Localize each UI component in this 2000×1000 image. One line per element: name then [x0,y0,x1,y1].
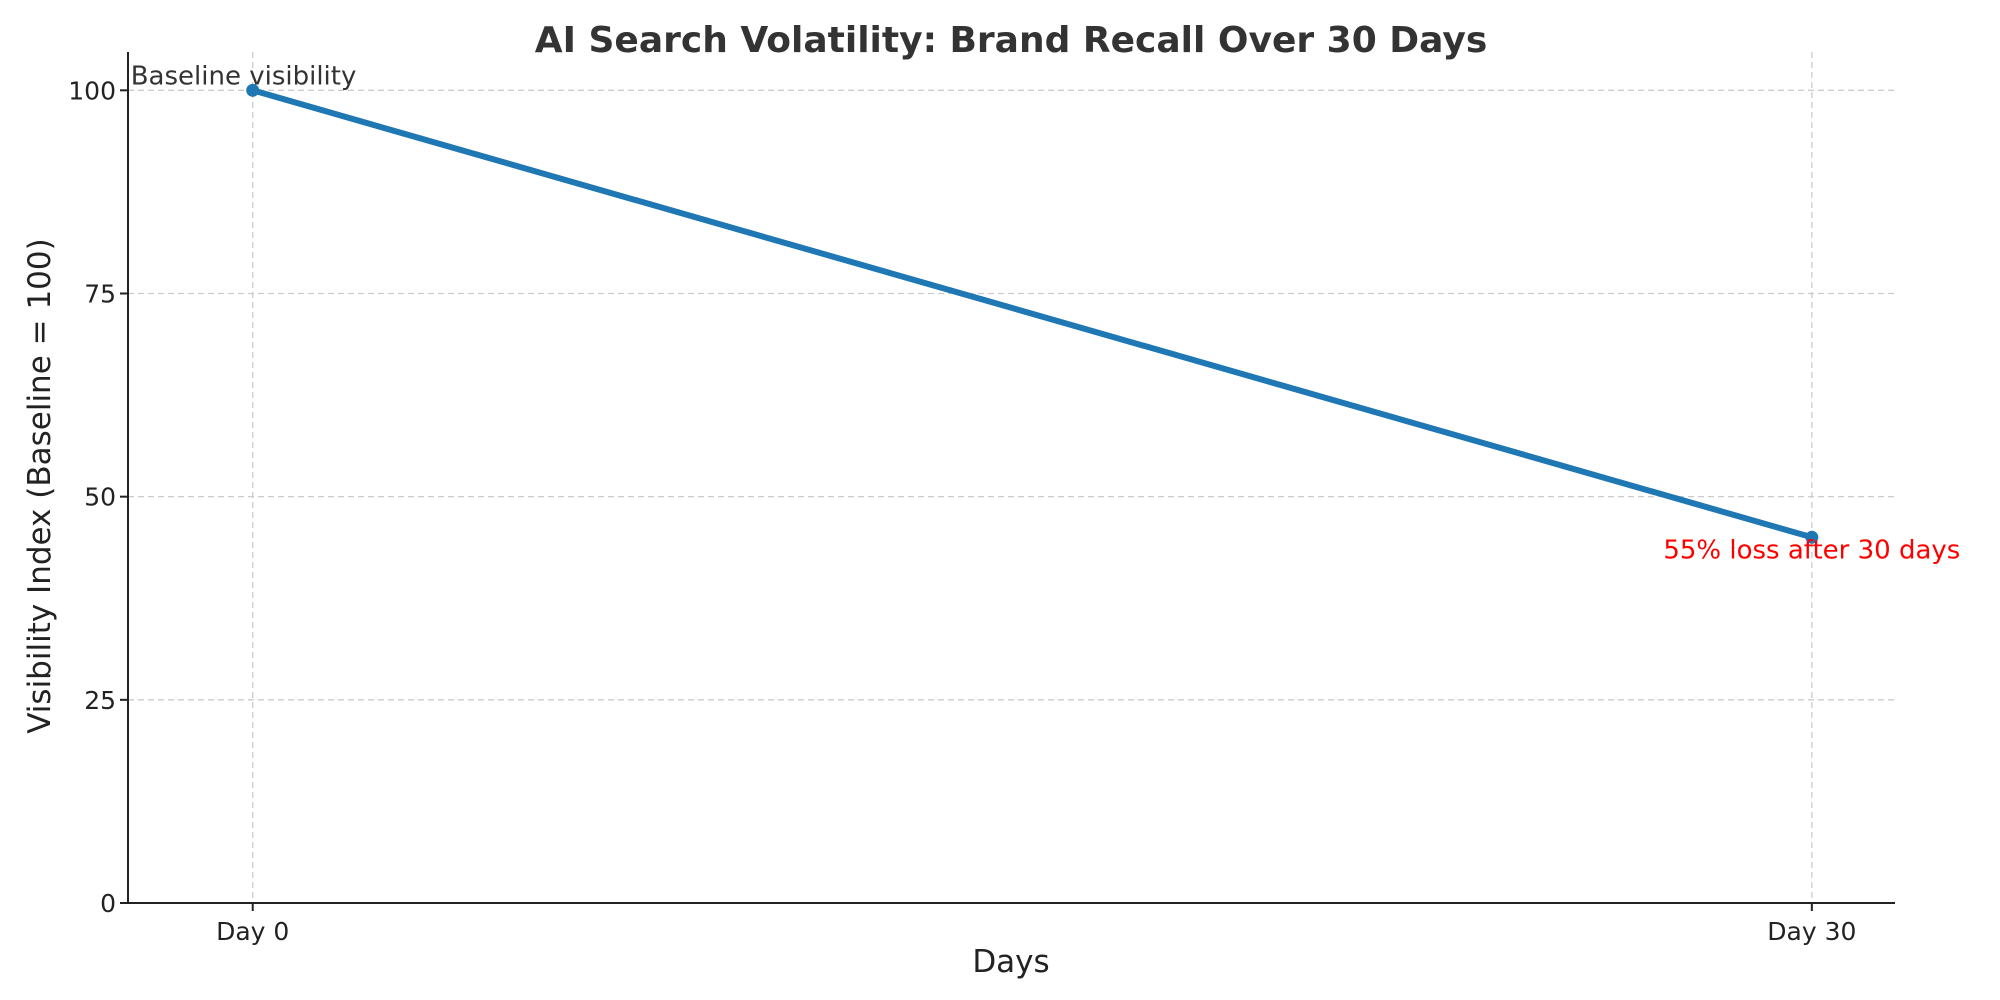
annotation-loss: 55% loss after 30 days [1663,535,1960,565]
y-tick-label: 75 [84,279,116,308]
y-tick-label: 25 [84,686,116,715]
y-axis-title: Visibility Index (Baseline = 100) [22,238,58,733]
series-line [249,87,1815,541]
x-tick-label: Day 0 [216,917,289,946]
y-tick-label: 50 [84,483,116,512]
x-tick-label: Day 30 [1767,917,1856,946]
annotation-layer: Baseline visibility 55% loss after 30 day… [131,61,1961,565]
annotation-baseline: Baseline visibility [131,61,357,91]
axes-layer: 0 25 50 75 100 Day 0 Day 30 [68,52,1895,946]
data-point [1805,530,1819,544]
y-tick-label: 100 [68,76,116,105]
data-point [246,83,260,97]
y-tick-label: 0 [100,889,116,918]
chart-title: AI Search Volatility: Brand Recall Over … [535,20,1488,61]
grid-layer [128,52,1895,904]
series-layer [246,83,1819,544]
x-axis-title: Days [972,944,1049,980]
